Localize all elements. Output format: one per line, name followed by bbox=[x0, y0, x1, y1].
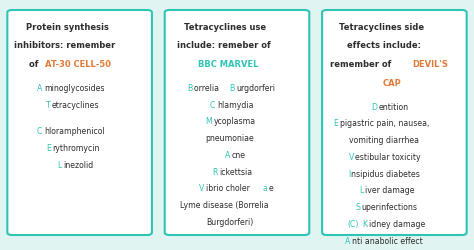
Text: K: K bbox=[362, 220, 367, 229]
Text: iver damage: iver damage bbox=[365, 186, 415, 195]
Text: remember of: remember of bbox=[330, 60, 394, 69]
Text: BBC MARVEL: BBC MARVEL bbox=[198, 60, 258, 69]
Text: L: L bbox=[360, 186, 364, 195]
Text: nti anabolic effect: nti anabolic effect bbox=[352, 236, 423, 246]
Text: etracyclines: etracyclines bbox=[52, 100, 100, 110]
Text: hlamydia: hlamydia bbox=[217, 100, 254, 110]
Text: V: V bbox=[199, 184, 204, 193]
Text: D: D bbox=[371, 102, 377, 112]
Text: C: C bbox=[210, 100, 215, 110]
FancyBboxPatch shape bbox=[165, 10, 309, 235]
Text: of: of bbox=[29, 60, 41, 69]
Text: Protein synthesis: Protein synthesis bbox=[26, 22, 109, 32]
Text: V: V bbox=[349, 153, 354, 162]
Text: A: A bbox=[346, 236, 351, 246]
Text: Burgdorferi): Burgdorferi) bbox=[207, 218, 254, 227]
Text: orrelia: orrelia bbox=[194, 84, 222, 93]
Text: pigastric pain, nausea,: pigastric pain, nausea, bbox=[340, 119, 429, 128]
Text: Tetracyclines use: Tetracyclines use bbox=[184, 22, 266, 32]
Text: L: L bbox=[57, 161, 62, 170]
Text: ibrio choler: ibrio choler bbox=[206, 184, 250, 193]
Text: cne: cne bbox=[231, 151, 246, 160]
Text: idney damage: idney damage bbox=[369, 220, 425, 229]
Text: minoglycosides: minoglycosides bbox=[44, 84, 104, 93]
Text: (C): (C) bbox=[347, 220, 359, 229]
FancyBboxPatch shape bbox=[8, 10, 152, 235]
FancyBboxPatch shape bbox=[322, 10, 466, 235]
Text: M: M bbox=[206, 117, 212, 126]
Text: a: a bbox=[263, 184, 267, 193]
Text: R: R bbox=[212, 168, 218, 176]
Text: include: remeber of: include: remeber of bbox=[176, 41, 270, 50]
Text: effects include:: effects include: bbox=[346, 41, 420, 50]
Text: urgdorferi: urgdorferi bbox=[237, 84, 275, 93]
Text: B: B bbox=[187, 84, 192, 93]
Text: inezolid: inezolid bbox=[63, 161, 93, 170]
Text: inhibitors: remember: inhibitors: remember bbox=[14, 41, 116, 50]
Text: Tetracyclines side: Tetracyclines side bbox=[339, 22, 425, 32]
Text: pneumoniae: pneumoniae bbox=[206, 134, 254, 143]
Text: S: S bbox=[355, 203, 360, 212]
Text: estibular toxicity: estibular toxicity bbox=[356, 153, 421, 162]
Text: vomiting diarrhea: vomiting diarrhea bbox=[349, 136, 419, 145]
Text: e: e bbox=[269, 184, 273, 193]
Text: CAP: CAP bbox=[382, 79, 401, 88]
Text: ycoplasma: ycoplasma bbox=[214, 117, 256, 126]
Text: AT-30 CELL-50: AT-30 CELL-50 bbox=[45, 60, 111, 69]
Text: nsipidus diabetes: nsipidus diabetes bbox=[351, 170, 420, 178]
Text: rythromycin: rythromycin bbox=[52, 144, 100, 153]
Text: E: E bbox=[334, 119, 338, 128]
Text: hloramphenicol: hloramphenicol bbox=[44, 127, 105, 136]
Text: uperinfections: uperinfections bbox=[361, 203, 418, 212]
Text: B: B bbox=[229, 84, 235, 93]
Text: A: A bbox=[225, 151, 230, 160]
Text: E: E bbox=[46, 144, 51, 153]
Text: DEVIL'S: DEVIL'S bbox=[413, 60, 448, 69]
Text: ickettsia: ickettsia bbox=[219, 168, 252, 176]
Text: A: A bbox=[37, 84, 43, 93]
Text: T: T bbox=[46, 100, 51, 110]
Text: Lyme disease (Borrelia: Lyme disease (Borrelia bbox=[180, 201, 268, 210]
Text: C: C bbox=[37, 127, 43, 136]
Text: I: I bbox=[348, 170, 351, 178]
Text: entition: entition bbox=[379, 102, 409, 112]
